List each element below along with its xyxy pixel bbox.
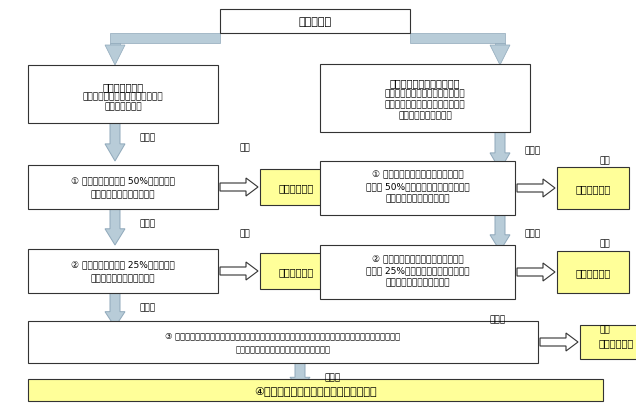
Text: いいえ: いいえ (525, 229, 541, 238)
Text: ② 法人のお客さまの事業収益・事業: ② 法人のお客さまの事業収益・事業 (371, 254, 463, 263)
Text: 決権を保有する方がいる。: 決権を保有する方がいる。 (91, 190, 155, 199)
Text: 当該個人の方: 当該個人の方 (576, 183, 611, 194)
Text: 一般社団・財団法人、学校法人、: 一般社団・財団法人、学校法人、 (385, 100, 466, 109)
Text: ④法人を代表し、その業務を執行する方: ④法人を代表し、その業務を執行する方 (254, 385, 377, 395)
Text: 当該個人の方: 当該個人の方 (576, 267, 611, 277)
Text: はい: はい (240, 143, 251, 152)
Text: ③ 出資・融資・取引その他の関係を通じて事業活動に支配的な影響力を有すると認められる方がいる。: ③ 出資・融資・取引その他の関係を通じて事業活動に支配的な影響力を有すると認めら… (165, 331, 401, 340)
Text: 株式会社、有限会社、投資法人、: 株式会社、有限会社、投資法人、 (83, 92, 163, 101)
Text: いいえ: いいえ (525, 146, 541, 155)
Bar (410, 34, 505, 44)
Text: 財産の 50%を超える配当・分配を受け: 財産の 50%を超える配当・分配を受け (366, 182, 469, 191)
Bar (557, 168, 629, 209)
Polygon shape (105, 293, 125, 327)
Bar (320, 65, 530, 133)
Bar (28, 379, 603, 401)
Polygon shape (490, 133, 510, 171)
Bar (557, 252, 629, 293)
Bar (320, 245, 515, 299)
Text: 特定目的会社等: 特定目的会社等 (104, 102, 142, 111)
Polygon shape (220, 179, 258, 196)
Polygon shape (490, 215, 510, 252)
Bar (28, 249, 218, 293)
Text: 財産の 25%を超える配当・分配を受け: 財産の 25%を超える配当・分配を受け (366, 266, 469, 275)
Bar (260, 170, 332, 205)
Text: 法人の形態: 法人の形態 (298, 17, 331, 27)
Text: はい: はい (600, 239, 611, 248)
Bar (110, 34, 220, 44)
Polygon shape (517, 263, 555, 281)
Text: 当該個人の方: 当該個人の方 (279, 266, 314, 276)
Text: いいえ: いいえ (325, 373, 341, 382)
Text: はい: はい (600, 325, 611, 334)
Polygon shape (105, 46, 125, 66)
Polygon shape (517, 179, 555, 198)
Text: 当該個人の方: 当該個人の方 (598, 337, 633, 347)
Text: または: または (490, 315, 506, 324)
Text: いいえ: いいえ (140, 219, 156, 228)
Text: はい: はい (600, 156, 611, 165)
Bar (220, 10, 410, 34)
Text: 当該個人の方: 当該個人の方 (279, 183, 314, 192)
Text: ② 直接または間接に 25%を超える議: ② 直接または間接に 25%を超える議 (71, 260, 175, 269)
Text: 資本多数決法人以外の法人: 資本多数決法人以外の法人 (390, 78, 460, 88)
Text: 合名会社、合資会社、合同会社、: 合名会社、合資会社、合同会社、 (385, 89, 466, 98)
Text: ① 法人のお客さまの事業収益・事業: ① 法人のお客さまの事業収益・事業 (371, 170, 463, 179)
Text: いいえ: いいえ (140, 303, 156, 312)
Text: はい: はい (240, 229, 251, 238)
Text: る権利を有する方がいる。: る権利を有する方がいる。 (385, 194, 450, 203)
Bar (580, 325, 636, 359)
Text: ① 直接または間接に 50%を超える議: ① 直接または間接に 50%を超える議 (71, 176, 175, 185)
Text: る権利を有する方がいる。: る権利を有する方がいる。 (385, 278, 450, 287)
Polygon shape (105, 209, 125, 245)
Text: いいえ: いいえ (140, 133, 156, 142)
Bar (495, 44, 505, 46)
Text: 決権を保有する方がいる。: 決権を保有する方がいる。 (91, 274, 155, 283)
Bar (260, 254, 332, 289)
Bar (320, 162, 515, 215)
Polygon shape (220, 262, 258, 280)
Polygon shape (490, 46, 510, 66)
Text: （例えば、大口債権者、会長、創業者等）: （例えば、大口債権者、会長、創業者等） (235, 345, 331, 354)
Bar (28, 66, 218, 124)
Text: 宗教法人、医療法人等: 宗教法人、医療法人等 (398, 111, 452, 120)
Text: 資本多数決法人: 資本多数決法人 (102, 82, 144, 92)
Polygon shape (540, 333, 578, 351)
Bar (28, 321, 538, 363)
Polygon shape (290, 363, 310, 389)
Bar (28, 166, 218, 209)
Bar (110, 44, 120, 46)
Polygon shape (105, 124, 125, 162)
